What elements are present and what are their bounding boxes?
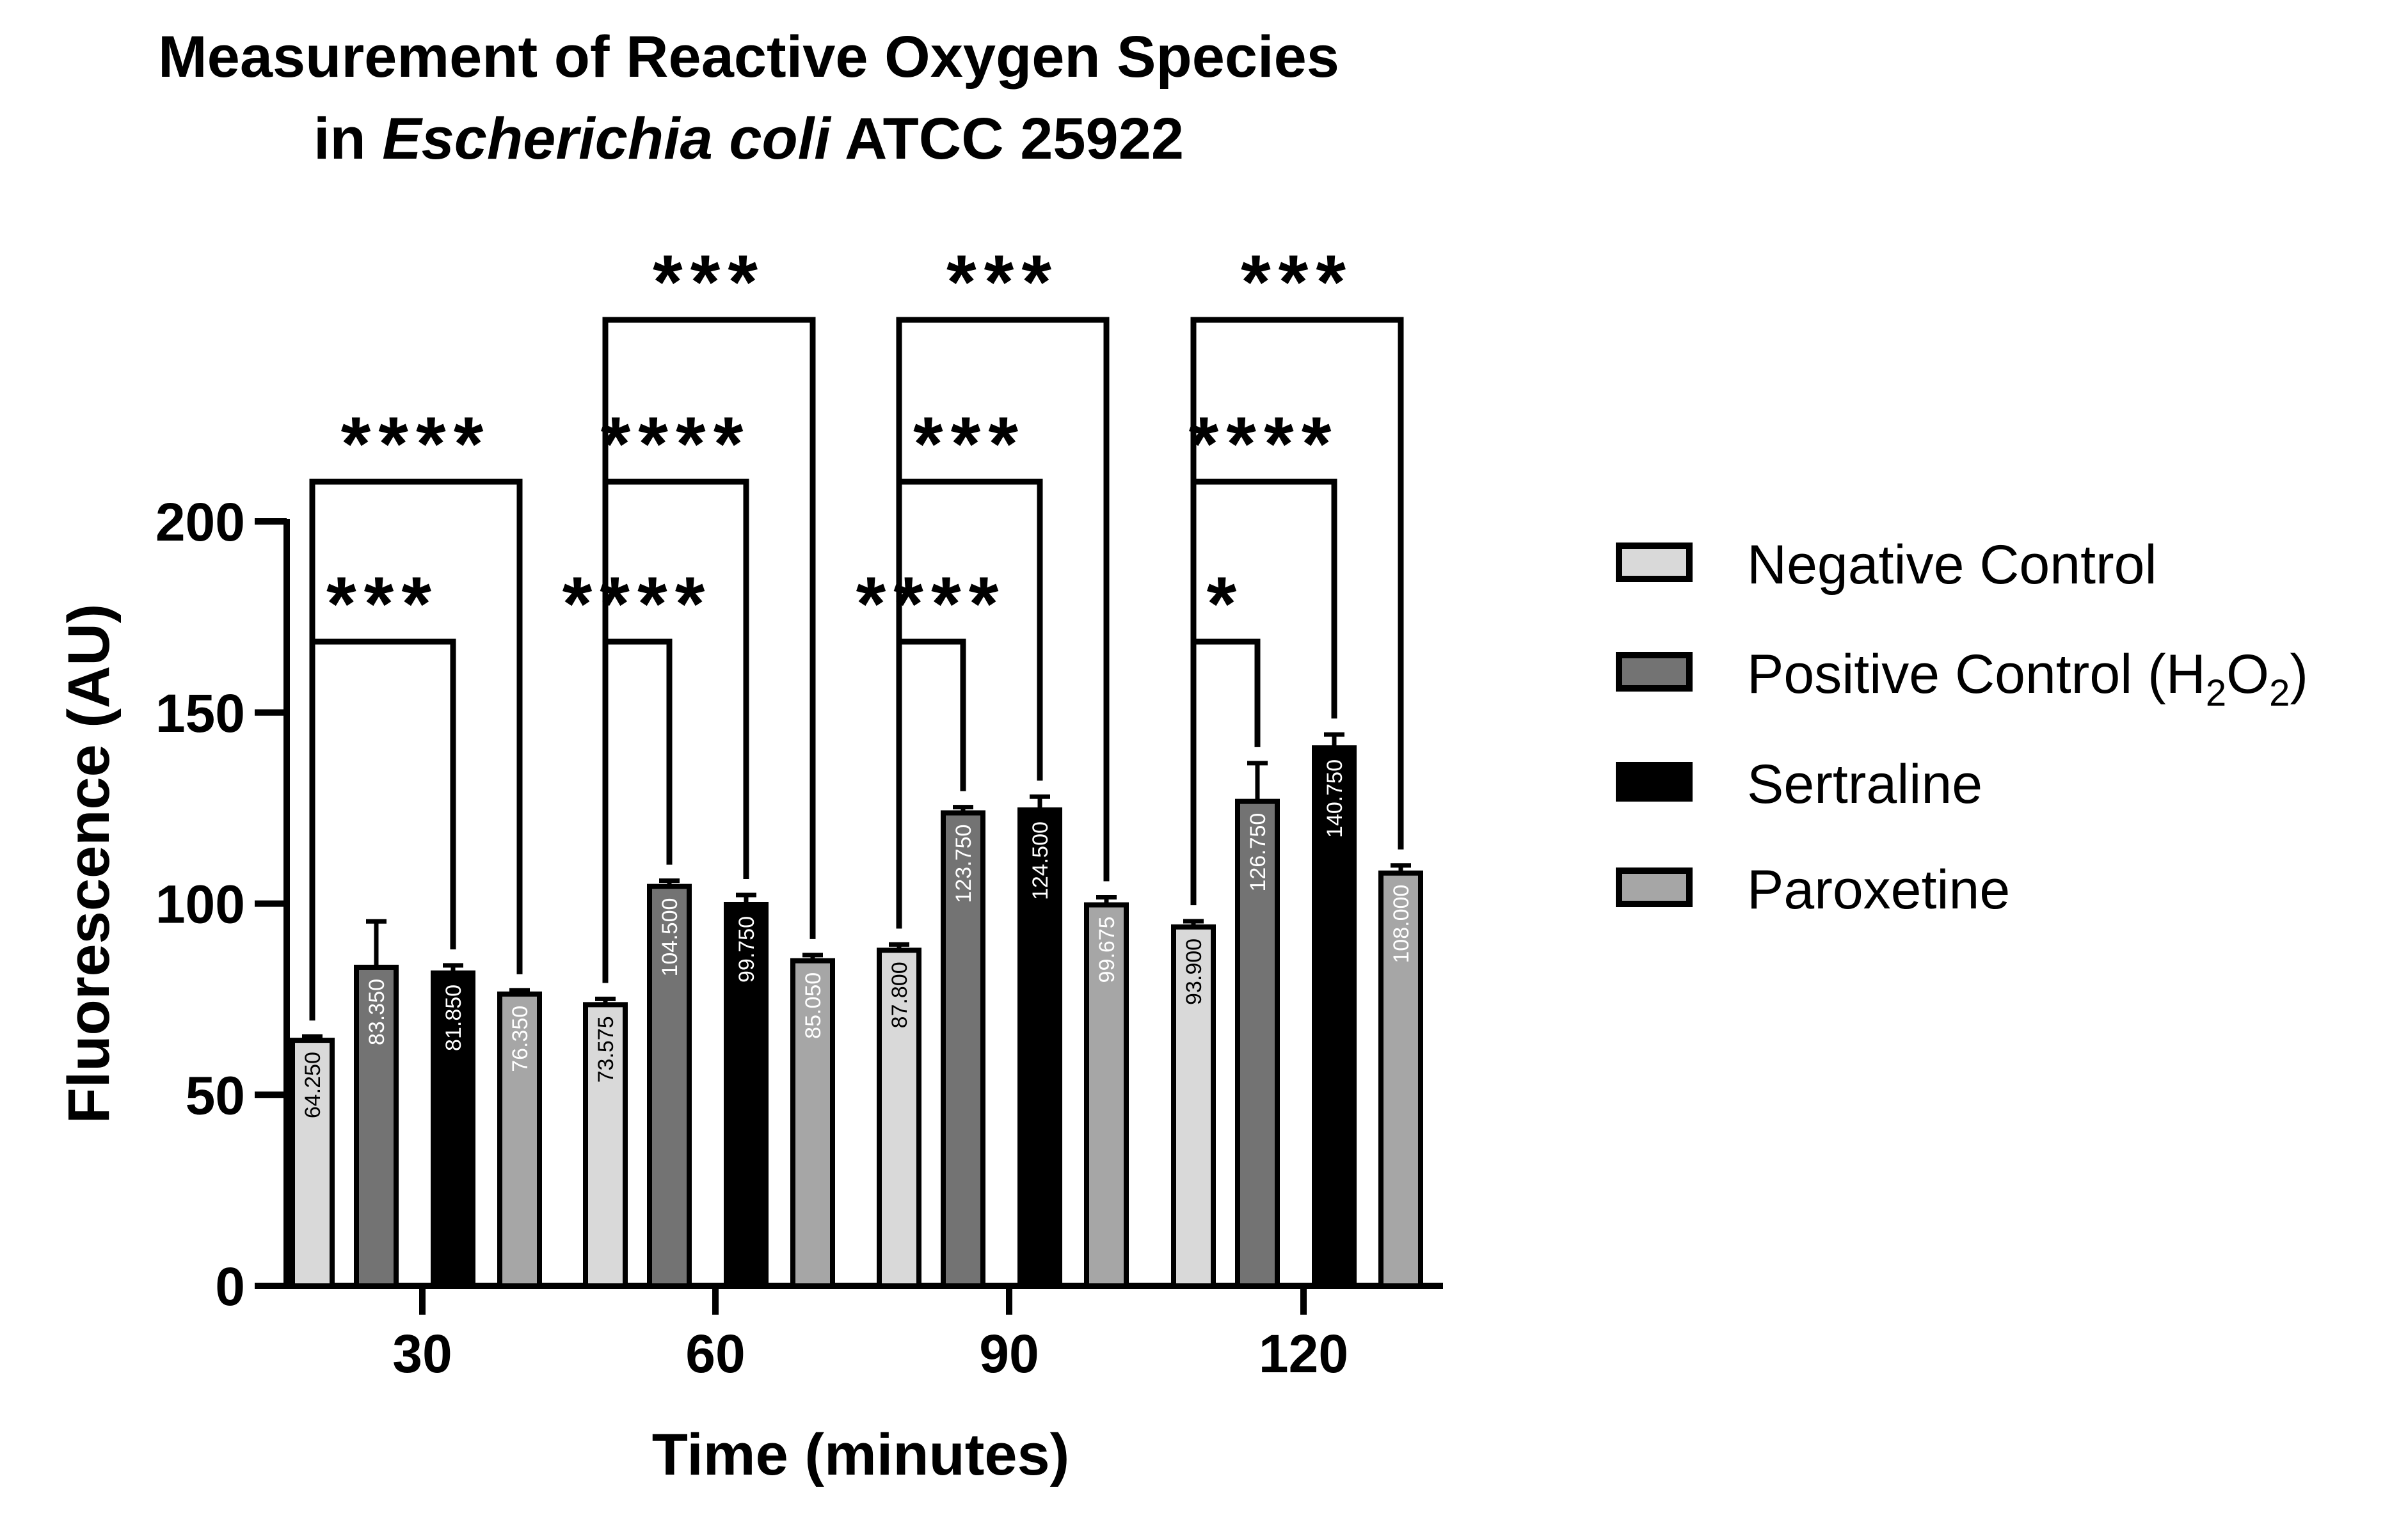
- bar: [1312, 745, 1357, 1289]
- bar: [497, 991, 542, 1288]
- legend-label-paroxetine: Paroxetine: [1747, 859, 2010, 921]
- significance-bracket: [309, 479, 523, 1021]
- legend-positive-sub2: 2: [2269, 672, 2290, 714]
- significance-bracket: [1190, 317, 1404, 905]
- legend-swatch-sertraline: [1616, 762, 1693, 802]
- bar-value-label: 93.900: [1182, 939, 1206, 1005]
- legend-label-positive-control: Positive Control (H2O2): [1747, 644, 2308, 714]
- significance-label: ***: [326, 561, 439, 647]
- significance-bracket: [309, 638, 456, 1021]
- bar-value-label: 87.800: [888, 962, 912, 1028]
- chart-title: Measurement of Reactive Oxygen Species i…: [158, 24, 1339, 171]
- bar-value-label: 83.350: [365, 979, 389, 1045]
- x-tick-label: 60: [685, 1324, 745, 1384]
- bar-value-label: 108.000: [1389, 885, 1414, 963]
- y-tick-label: 150: [155, 683, 245, 743]
- legend-swatch-negative-control: [1616, 543, 1693, 582]
- bar: [290, 1038, 335, 1288]
- bar-value-label: 123.750: [952, 825, 976, 903]
- significance-label: ****: [856, 561, 1007, 647]
- significance-label: ***: [1241, 239, 1353, 325]
- bar: [647, 883, 692, 1289]
- bar: [877, 947, 921, 1288]
- subtitle-suffix: ATCC 25922: [831, 106, 1184, 171]
- subtitle-italic: Escherichia coli: [382, 106, 832, 171]
- bar: [1378, 870, 1423, 1288]
- bar-value-label: 140.750: [1323, 759, 1347, 838]
- y-tick-label: 200: [155, 492, 245, 552]
- bar: [1017, 807, 1062, 1289]
- bars: 64.250 73.575 87.800 93.900 83.350 104.500 123…: [290, 732, 1423, 1289]
- legend-label-negative-control: Negative Control: [1747, 534, 2157, 596]
- bar-value-label: 99.675: [1095, 916, 1119, 983]
- legend-positive-main: Positive Control (H: [1747, 644, 2206, 705]
- legend: Negative Control Positive Control (H2O2)…: [1616, 534, 2308, 921]
- bar: [354, 964, 399, 1288]
- x-axis-label: Time (minutes): [652, 1422, 1070, 1487]
- significance-label: ***: [913, 401, 1026, 487]
- bar-value-label: 73.575: [594, 1016, 618, 1082]
- bar: [724, 901, 769, 1288]
- significance-label: ****: [562, 561, 713, 647]
- significance-label: ****: [1189, 401, 1339, 487]
- legend-swatch-positive-control: [1616, 652, 1693, 692]
- legend-positive-sub1: 2: [2206, 672, 2226, 714]
- subtitle-prefix: in: [314, 106, 382, 171]
- y-tick-label: 100: [155, 875, 245, 935]
- x-tick-label: 30: [392, 1324, 452, 1384]
- bar-value-label: 104.500: [658, 898, 682, 977]
- bar-value-label: 85.050: [801, 972, 825, 1039]
- bar-value-label: 81.850: [442, 985, 466, 1051]
- significance-bracket: [896, 317, 1110, 929]
- legend-label-sertraline: Sertraline: [1747, 754, 1982, 815]
- bar: [1084, 902, 1129, 1288]
- bar: [941, 810, 985, 1288]
- chart-title-line1: Measurement of Reactive Oxygen Species: [158, 24, 1339, 90]
- bar-value-label: 124.500: [1028, 821, 1053, 900]
- bar: [583, 1002, 628, 1289]
- legend-positive-mid: O: [2226, 644, 2269, 705]
- y-axis-label: Fluorescence (AU): [56, 604, 122, 1124]
- bar-value-label: 99.750: [735, 916, 759, 983]
- x-tick-label: 90: [979, 1324, 1039, 1384]
- x-tick-label: 120: [1259, 1324, 1348, 1384]
- bar: [431, 970, 475, 1289]
- y-tick-label: 0: [215, 1256, 245, 1317]
- bar-value-label: 64.250: [301, 1052, 325, 1118]
- significance-brackets: ************************************: [309, 239, 1404, 1021]
- significance-label: ****: [601, 401, 751, 487]
- axes: 0 50 100 150 200 30 60 90 120: [155, 492, 1443, 1384]
- bar-value-label: 126.750: [1246, 813, 1270, 892]
- significance-label: ****: [341, 401, 491, 487]
- significance-label: ***: [653, 239, 765, 325]
- bar: [1171, 924, 1216, 1288]
- chart-title-line2: in Escherichia coli ATCC 25922: [314, 106, 1184, 171]
- bar-value-label: 76.350: [508, 1006, 532, 1072]
- bar: [790, 958, 835, 1289]
- significance-label: ***: [946, 239, 1059, 325]
- bar: [1235, 798, 1280, 1288]
- legend-swatch-paroxetine: [1616, 867, 1693, 907]
- significance-label: *: [1207, 561, 1245, 647]
- y-tick-label: 50: [186, 1065, 245, 1125]
- significance-bracket: [602, 317, 816, 983]
- legend-positive-end: ): [2290, 644, 2308, 705]
